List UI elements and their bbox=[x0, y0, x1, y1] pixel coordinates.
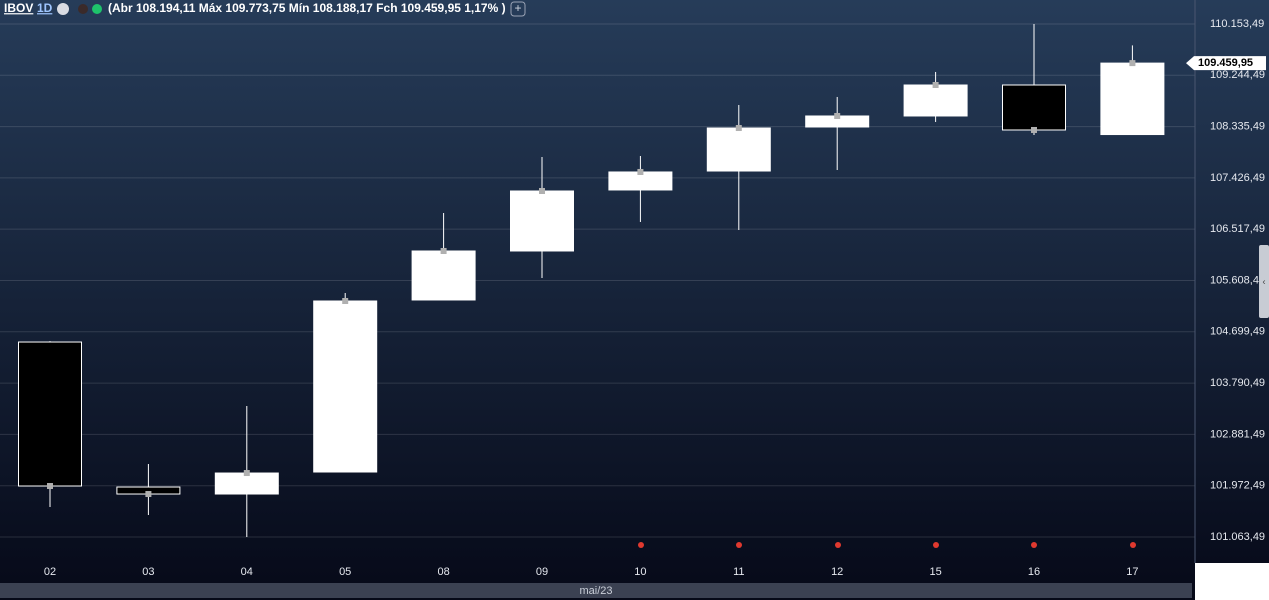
candle-body bbox=[214, 472, 279, 495]
close-marker bbox=[342, 297, 349, 304]
side-tab[interactable] bbox=[1259, 245, 1269, 318]
info-icon[interactable] bbox=[57, 3, 69, 15]
last-price-label: 109.459,95 bbox=[1198, 57, 1253, 69]
event-dot bbox=[1031, 542, 1037, 548]
event-dot bbox=[835, 542, 841, 548]
arrow-icon[interactable] bbox=[78, 4, 88, 14]
interval[interactable]: 1D bbox=[37, 1, 53, 15]
y-tick-label: 109.244,49 bbox=[1210, 69, 1265, 81]
plot: 109.459,95 02 03 04 05 08 09 10 11 12 15 16 17 bbox=[18, 23, 1266, 578]
close-marker bbox=[145, 491, 152, 498]
x-tick-label: 08 bbox=[437, 566, 449, 578]
y-tick-label: 104.699,49 bbox=[1210, 326, 1265, 338]
x-tick-label: 15 bbox=[929, 566, 941, 578]
candle-body bbox=[313, 300, 378, 473]
x-tick-label: 02 bbox=[44, 566, 56, 578]
y-tick-label: 102.881,49 bbox=[1210, 428, 1265, 440]
y-tick-label: 101.972,49 bbox=[1210, 480, 1265, 492]
y-tick-label: 106.517,49 bbox=[1210, 223, 1265, 235]
corner-box bbox=[1195, 563, 1269, 600]
close-marker bbox=[834, 112, 841, 119]
x-tick-label: 16 bbox=[1028, 566, 1040, 578]
y-tick-label: 105.608,49 bbox=[1210, 274, 1265, 286]
time-bar bbox=[0, 583, 1192, 598]
y-tick-label: 101.063,49 bbox=[1210, 531, 1265, 543]
x-tick-label: 04 bbox=[241, 566, 253, 578]
x-tick-label: 10 bbox=[634, 566, 646, 578]
close-marker bbox=[1129, 60, 1136, 67]
close-marker bbox=[539, 187, 545, 194]
x-tick-label: 09 bbox=[536, 566, 548, 578]
quote: (Abr 108.194,11 Máx 109.773,75 Mín 108.1… bbox=[108, 1, 506, 15]
y-tick-label: 110.153,49 bbox=[1210, 18, 1264, 30]
add-button[interactable] bbox=[510, 1, 526, 17]
side-tab-icon: ‹ bbox=[1263, 276, 1266, 286]
event-dot bbox=[638, 542, 644, 548]
candle-body bbox=[1100, 62, 1165, 136]
candle-body bbox=[411, 250, 476, 301]
last-price-tag bbox=[1186, 56, 1266, 71]
candle-body bbox=[510, 190, 574, 252]
status-icon bbox=[92, 4, 102, 14]
x-tick-label: 11 bbox=[733, 566, 744, 578]
candle-body bbox=[18, 341, 82, 487]
y-tick-label: 103.790,49 bbox=[1210, 377, 1265, 389]
close-marker bbox=[440, 247, 447, 254]
x-tick-label: 12 bbox=[831, 566, 843, 578]
close-marker bbox=[243, 470, 250, 477]
y-tick-label: 108.335,49 bbox=[1210, 120, 1265, 132]
x-tick-label: 05 bbox=[339, 566, 351, 578]
close-marker bbox=[932, 81, 939, 88]
close-marker bbox=[735, 125, 742, 132]
event-dot bbox=[1130, 542, 1136, 548]
x-tick-label: 17 bbox=[1126, 566, 1138, 578]
add-icon: + bbox=[514, 1, 521, 15]
close-marker bbox=[637, 168, 644, 175]
candle-body bbox=[903, 84, 968, 117]
event-dot bbox=[736, 542, 742, 548]
x-axis-label: mai/23 bbox=[579, 585, 612, 597]
y-tick-label: 107.426,49 bbox=[1210, 172, 1265, 184]
event-dot bbox=[933, 542, 939, 548]
symbol[interactable]: IBOV bbox=[4, 1, 33, 15]
event-markers bbox=[638, 542, 1136, 548]
candle-body bbox=[1002, 84, 1066, 131]
candle-body bbox=[706, 127, 771, 172]
grid: 101.063,49 101.972,49 102.881,49 103.790,49… bbox=[0, 18, 1265, 543]
close-marker bbox=[47, 483, 53, 490]
close-marker bbox=[1031, 126, 1037, 133]
x-tick-label: 03 bbox=[142, 566, 154, 578]
